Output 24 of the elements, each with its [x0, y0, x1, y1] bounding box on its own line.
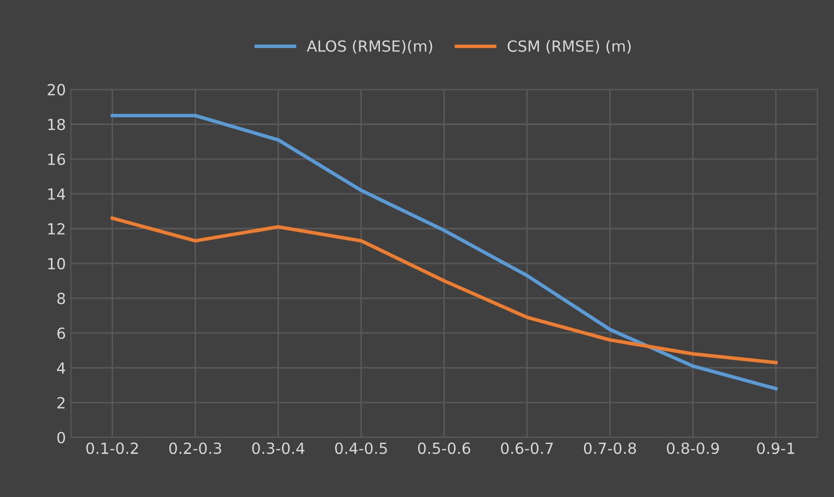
- y-tick-label: 4: [57, 362, 66, 374]
- x-tick-label: 0.2-0.3: [169, 442, 222, 454]
- x-tick-label: 0.1-0.2: [86, 442, 138, 454]
- y-tick-label: 12: [48, 223, 64, 234]
- y-tick-label: 18: [48, 118, 65, 130]
- x-tick-label: 0.7-0.8: [584, 442, 636, 454]
- x-tick-label: 0.5-0.6: [418, 442, 470, 454]
- x-tick-label: 0.9-1: [757, 442, 794, 454]
- y-tick-label: 6: [57, 327, 66, 340]
- y-tick-label: 8: [57, 292, 65, 304]
- x-tick-label: 0.3-0.4: [252, 442, 304, 454]
- legend-label: CSM (RMSE) (m): [508, 40, 631, 54]
- legend-label: ALOS (RMSE)(m): [306, 40, 432, 54]
- y-tick-label: 20: [48, 84, 66, 96]
- y-tick-label: 14: [48, 188, 66, 200]
- y-tick-label: 10: [48, 258, 66, 270]
- line-series: [110, 216, 778, 364]
- y-tick-label: 16: [48, 154, 66, 166]
- line-series: [110, 114, 778, 390]
- x-tick-label: 0.6-0.7: [500, 442, 553, 454]
- y-tick-label: 0: [57, 432, 66, 444]
- y-tick-label: 2: [57, 397, 64, 408]
- x-tick-label: 0.8-0.9: [666, 442, 719, 454]
- x-tick-label: 0.4-0.5: [335, 442, 387, 454]
